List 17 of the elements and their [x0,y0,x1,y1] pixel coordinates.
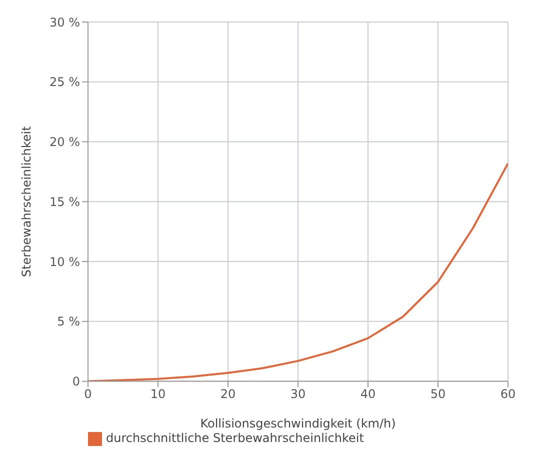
x-tick-label: 20 [220,386,236,401]
y-tick-label: 25 % [50,75,80,90]
x-tick-label: 50 [430,386,446,401]
y-tick-label: 10 % [50,254,80,269]
x-tick-label: 10 [150,386,166,401]
x-tick-label: 0 [84,386,92,401]
y-tick-label: 15 % [50,194,80,209]
y-axis-title: Sterbewahrscheinlichkeit [19,126,34,278]
x-tick-label: 60 [500,386,516,401]
x-axis-title: Kollisionsgeschwindigkeit (km/h) [200,416,396,430]
legend-label: durchschnittliche Sterbewahrscheinlichkeit [106,431,364,446]
y-tick-label: 0 [72,374,80,389]
x-tick-label: 40 [360,386,376,401]
y-tick-label: 20 % [50,135,80,150]
y-tick-label: 30 % [50,15,80,30]
x-tick-label: 30 [290,386,306,401]
y-tick-label: 5 % [57,314,80,329]
